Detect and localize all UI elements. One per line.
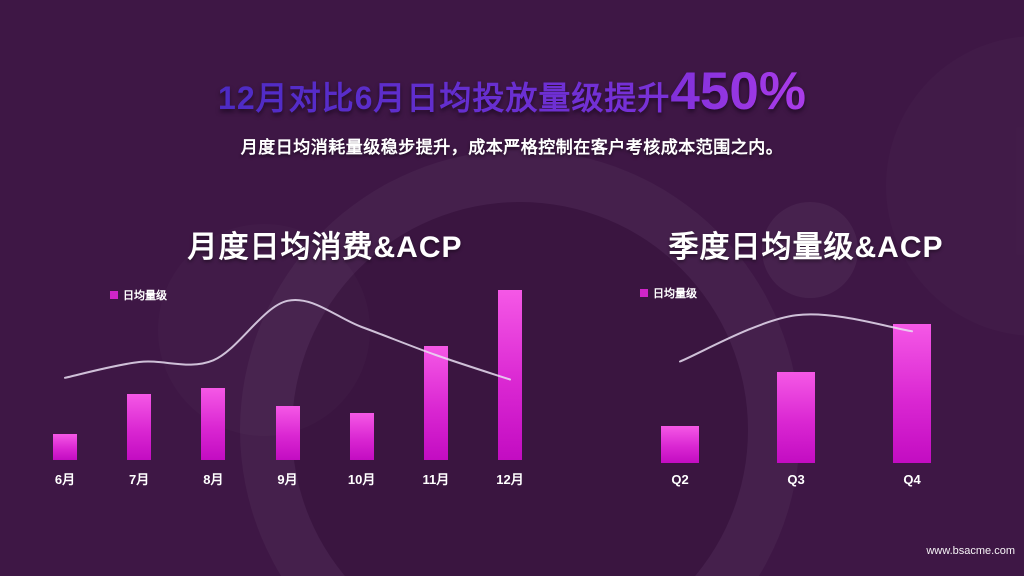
legend-swatch-icon xyxy=(110,291,118,299)
acp-line-layer xyxy=(64,298,511,381)
bar-7月 xyxy=(127,393,152,460)
x-axis-label-Q4: Q4 xyxy=(903,472,921,487)
bar-Q3 xyxy=(777,372,815,463)
acp-line xyxy=(679,313,913,363)
bar-6月 xyxy=(53,433,77,460)
watermark: www.bsacme.com xyxy=(926,545,1015,557)
legend-label: 日均量级 xyxy=(653,288,697,300)
monthly-chart-title: 月度日均消费&ACP xyxy=(187,231,463,264)
bar-8月 xyxy=(201,388,226,460)
legend-swatch-icon xyxy=(640,289,648,297)
title-percentage: 450% xyxy=(670,62,806,121)
bar-Q4 xyxy=(893,324,931,463)
x-axis-label-8月: 8月 xyxy=(203,472,224,487)
x-axis-labels: Q2 Q3 Q4 xyxy=(630,472,970,492)
x-axis-labels: 6月 7月 8月 9月 10月 11月 12月 xyxy=(40,469,560,489)
title-text: 12月对比6月日均投放量级提升 xyxy=(218,73,670,119)
bar-12月 xyxy=(498,290,522,460)
quarterly-chart-legend: 日均量级 xyxy=(640,285,697,301)
bar-10月 xyxy=(349,412,374,460)
monthly-chart: 6月 7月 8月 9月 10月 11月 12月 xyxy=(40,285,560,500)
bg-circle-small xyxy=(762,202,858,298)
page-title: 12月对比6月日均投放量级提升 450% xyxy=(0,62,1024,123)
x-axis-label-12月: 12月 xyxy=(496,472,524,487)
x-axis-label-6月: 6月 xyxy=(54,472,76,487)
bar-9月 xyxy=(275,405,300,460)
page-subtitle: 月度日均消耗量级稳步提升，成本严格控制在客户考核成本范围之内。 xyxy=(240,138,784,157)
plot-area xyxy=(630,285,970,463)
x-axis-label-7月: 7月 xyxy=(129,472,150,487)
quarterly-chart: Q2 Q3 Q4 xyxy=(630,285,970,500)
x-axis-label-10月: 10月 xyxy=(347,472,376,487)
x-axis-label-11月: 11月 xyxy=(422,472,450,487)
plot-area xyxy=(40,285,560,460)
x-axis-label-9月: 9月 xyxy=(277,472,298,487)
bar-11月 xyxy=(423,346,448,460)
quarterly-chart-title: 季度日均量级&ACP xyxy=(668,231,944,264)
x-axis-label-Q3: Q3 xyxy=(787,472,805,487)
x-axis-label-Q2: Q2 xyxy=(671,472,689,487)
bar-Q2 xyxy=(661,425,699,463)
